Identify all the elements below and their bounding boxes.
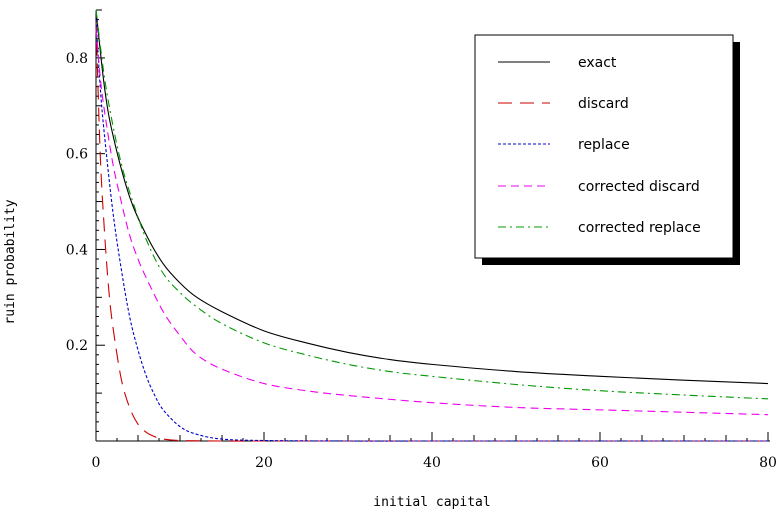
legend: exact discard replace corrected discard corr… [474, 34, 740, 265]
legend-label-replace: replace [578, 137, 630, 153]
legend-box [474, 34, 734, 259]
legend-items: exact discard replace corrected discard corr… [498, 55, 701, 236]
x-ticks: 0 20 40 60 80 [92, 432, 777, 471]
x-tick-label: 0 [92, 455, 101, 471]
y-axis-title: ruin probability [3, 199, 18, 324]
y-tick-label: 0.2 [66, 338, 88, 354]
series-line-corrected-discard [95, 29, 769, 416]
y-tick-label: 0.6 [66, 147, 88, 163]
y-ticks: 0.2 0.4 0.6 0.8 [66, 9, 105, 432]
y-tick-label: 0.4 [66, 242, 88, 258]
series-line-replace [95, 19, 768, 442]
legend-label-corrected-replace: corrected replace [578, 220, 701, 236]
series-lines [95, 9, 769, 442]
legend-label-corrected-discard: corrected discard [578, 179, 700, 195]
y-tick-label: 0.8 [66, 51, 88, 67]
x-tick-label: 20 [255, 455, 273, 471]
x-axis-title: initial capital [373, 495, 490, 510]
series-line-corrected-replace [95, 9, 769, 400]
legend-label-discard: discard [578, 96, 629, 112]
series-line-exact [95, 9, 769, 385]
axes: 0 20 40 60 80 0.2 0.4 0.6 0.8 [66, 9, 777, 471]
x-tick-label: 80 [759, 455, 777, 471]
x-tick-label: 40 [423, 455, 441, 471]
x-tick-label: 60 [591, 455, 609, 471]
legend-label-exact: exact [578, 55, 617, 71]
